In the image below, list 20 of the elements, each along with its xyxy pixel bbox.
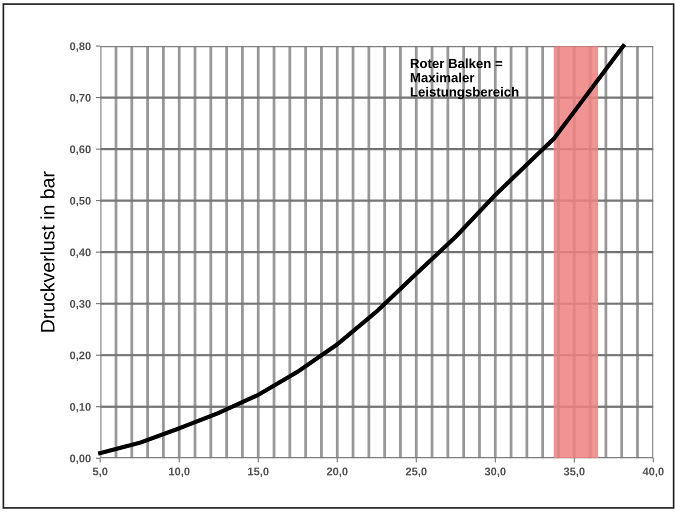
x-tick-label: 30,0 <box>484 468 506 478</box>
x-tick-label: 40,0 <box>642 468 664 478</box>
x-tick-label: 20,0 <box>326 468 348 478</box>
annotation: Roter Balken = Maximaler Leistungsbereich <box>410 58 518 100</box>
x-tick-label: 35,0 <box>564 468 585 478</box>
y-tick-label: 0,10 <box>70 402 91 412</box>
x-tick-label: 5,0 <box>92 468 108 478</box>
y-axis-title: Druckverlust in bar <box>40 171 55 332</box>
y-tick-label: 0,40 <box>70 248 91 258</box>
x-tick-label: 15,0 <box>248 468 269 478</box>
y-tick-label: 0,00 <box>70 454 91 464</box>
line-series <box>98 44 626 456</box>
y-tick-label: 0,60 <box>70 145 91 155</box>
y-tick-label: 0,80 <box>70 42 91 52</box>
y-tick-label: 0,70 <box>70 94 91 104</box>
y-tick-label: 0,20 <box>70 351 91 361</box>
x-tick-label: 10,0 <box>169 468 190 478</box>
x-tick-label: 25,0 <box>406 468 427 478</box>
y-tick-label: 0,30 <box>70 300 91 310</box>
y-tick-label: 0,50 <box>70 196 91 206</box>
